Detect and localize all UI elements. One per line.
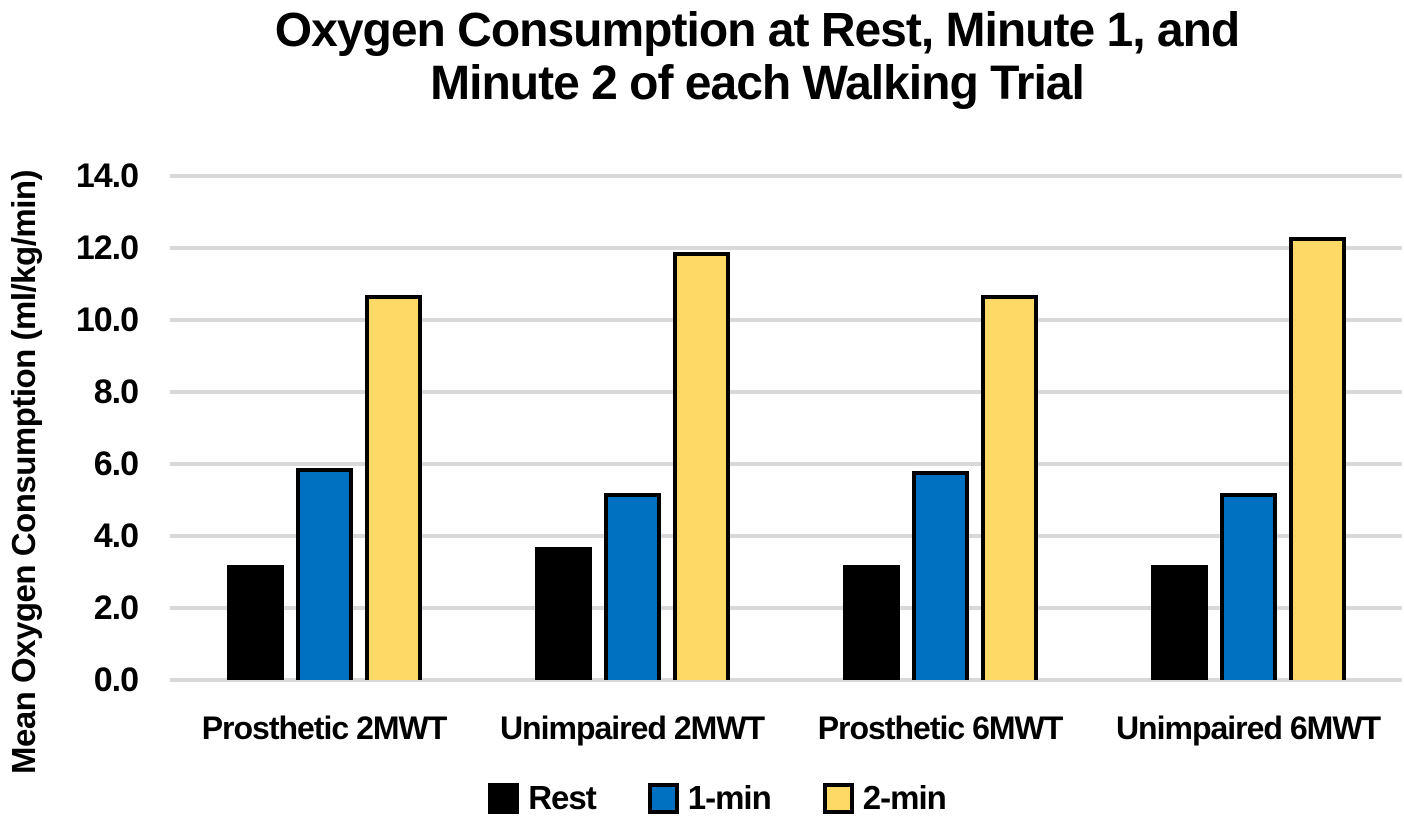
legend-item-2-min: 2-min [822,779,947,817]
y-tick-label-4-0: 4.0 [93,517,139,555]
legend-item-rest: Rest [488,779,597,817]
gridline-6-0 [170,462,1402,466]
x-axis-category-label-prosthetic-2mwt: Prosthetic 2MWT [201,710,448,746]
bar-group-prosthetic-2mwt [170,176,478,680]
legend-swatch-rest [488,782,520,814]
bar-rest-prosthetic-6mwt [842,564,900,680]
bar-group-prosthetic-6mwt [786,176,1094,680]
legend-label-rest: Rest [528,779,597,816]
legend-swatch-1-min [647,782,679,814]
bar-rest-prosthetic-2mwt [226,564,284,680]
gridline-4-0 [170,534,1402,538]
bar-group-unimpaired-2mwt [478,176,786,680]
gridline-12-0 [170,246,1402,250]
y-tick-label-6-0: 6.0 [93,445,139,483]
bar-1-min-prosthetic-2mwt [295,467,353,680]
y-tick-label-8-0: 8.0 [93,373,139,411]
x-axis-category-label-prosthetic-6mwt: Prosthetic 6MWT [817,710,1064,746]
gridline-10-0 [170,318,1402,322]
bar-2-min-prosthetic-6mwt [980,294,1038,680]
bar-rest-unimpaired-2mwt [534,546,592,680]
y-tick-label-12-0: 12.0 [75,229,139,267]
bar-2-min-unimpaired-6mwt [1288,237,1346,680]
legend-label-1-min: 1-min [687,779,772,816]
y-tick-label-10-0: 10.0 [75,301,139,339]
legend-label-2-min: 2-min [862,779,947,816]
legend-item-1-min: 1-min [647,779,772,817]
bar-1-min-prosthetic-6mwt [911,471,969,680]
plot-area: 0.0 2.0 4.0 6.0 8.0 10.0 12.0 14.0 Prosthetic 2M… [76,159,1402,746]
gridline-8-0 [170,390,1402,394]
gridline-2-0 [170,606,1402,610]
bar-2-min-prosthetic-2mwt [364,294,422,680]
chart-title: Oxygen Consumption at Rest, Minute 1, an… [110,4,1404,110]
y-tick-label-14-0: 14.0 [75,157,139,195]
bar-1-min-unimpaired-6mwt [1219,492,1277,680]
chart-title-line-1: Oxygen Consumption at Rest, Minute 1, an… [274,4,1240,57]
bar-2-min-unimpaired-2mwt [672,251,730,680]
bar-1-min-unimpaired-2mwt [603,492,661,680]
gridline-0-0 [170,678,1402,682]
gridline-14-0 [170,174,1402,178]
y-tick-label-0-0: 0.0 [93,661,139,699]
bar-group-unimpaired-6mwt [1094,176,1402,680]
bar-rest-unimpaired-6mwt [1150,564,1208,680]
x-axis-category-label-unimpaired-6mwt: Unimpaired 6MWT [1115,710,1381,746]
x-axis-category-label-unimpaired-2mwt: Unimpaired 2MWT [499,710,765,746]
chart-title-line-2: Minute 2 of each Walking Trial [430,57,1085,110]
y-tick-label-2-0: 2.0 [93,589,139,627]
legend: Rest 1-min 2-min [30,779,1404,817]
legend-swatch-2-min [822,782,854,814]
